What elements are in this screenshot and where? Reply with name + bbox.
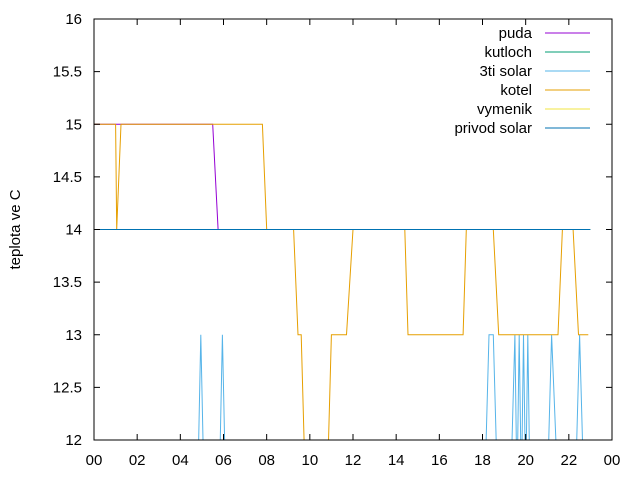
- x-tick-label: 20: [517, 452, 534, 469]
- y-tick-label: 12: [65, 432, 82, 449]
- y-tick-label: 15: [65, 116, 82, 133]
- x-tick-label: 14: [388, 452, 405, 469]
- y-tick-label: 14: [65, 222, 82, 239]
- x-tick-label: 12: [345, 452, 362, 469]
- legend-label: privod solar: [454, 120, 532, 137]
- x-tick-label: 04: [172, 452, 189, 469]
- x-tick-label: 02: [129, 452, 146, 469]
- y-tick-label: 13: [65, 327, 82, 344]
- legend-label: vymenik: [477, 101, 533, 118]
- y-axis-title: teplota ve C: [7, 189, 24, 269]
- x-tick-label: 00: [604, 452, 621, 469]
- x-tick-label: 18: [474, 452, 491, 469]
- x-tick-label: 16: [431, 452, 448, 469]
- y-tick-label: 15.5: [53, 64, 82, 81]
- legend-label: 3ti solar: [479, 63, 532, 80]
- legend-label: kotel: [500, 82, 532, 99]
- y-tick-label: 13.5: [53, 274, 82, 291]
- x-tick-label: 00: [86, 452, 103, 469]
- y-tick-label: 16: [65, 11, 82, 28]
- x-tick-label: 06: [215, 452, 232, 469]
- y-tick-label: 14.5: [53, 169, 82, 186]
- series-line-kotel: [94, 123, 589, 440]
- legend-label: kutloch: [484, 44, 532, 61]
- legend-label: puda: [499, 25, 533, 42]
- x-tick-label: 08: [258, 452, 275, 469]
- y-tick-label: 12.5: [53, 379, 82, 396]
- ticks-layer: 00 02 04 06 08 10 12 14 16 18 20 22 001212.51313.514…: [53, 11, 621, 469]
- plot-border: [93, 18, 613, 441]
- series-layer: [94, 123, 591, 440]
- x-tick-label: 22: [560, 452, 577, 469]
- legend: puda kutloch 3ti solar kotel vymenik privod s…: [454, 25, 590, 137]
- series-line-puda: [94, 123, 591, 230]
- x-tick-label: 10: [301, 452, 318, 469]
